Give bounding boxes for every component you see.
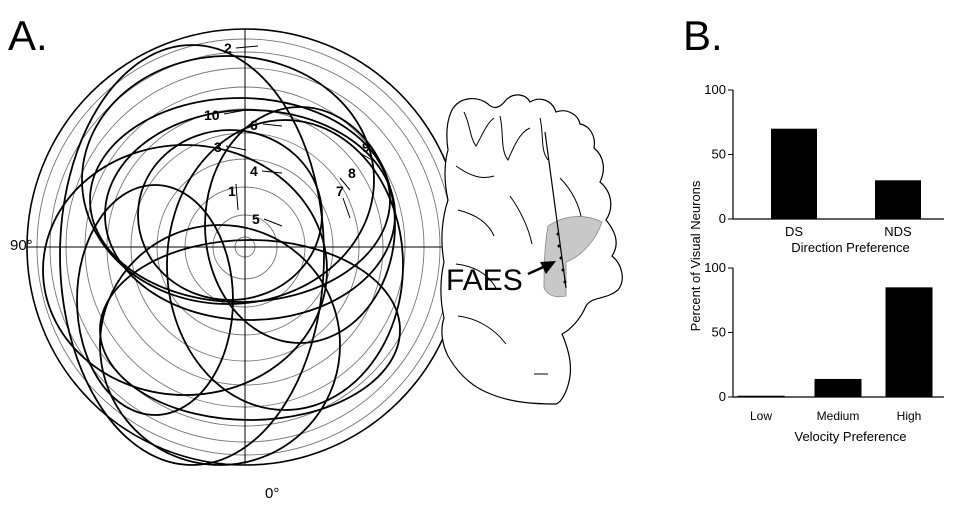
y-tick-label: 0 (719, 211, 726, 226)
faes-label: FAES (446, 264, 523, 297)
receptive-field-outline (166, 119, 404, 411)
receptive-field-outline (76, 184, 234, 416)
direction-preference-chart: Direction Preference 0 50 100 DS NDS (704, 82, 944, 255)
bar-nds (875, 180, 921, 219)
category-label-medium: Medium (817, 409, 860, 423)
rf-leader-line (223, 109, 247, 115)
rf-label-2: 2 (224, 40, 232, 56)
rf-label-1: 1 (228, 183, 236, 199)
bar-high (885, 287, 933, 397)
recording-site (563, 280, 567, 284)
receptive-field-outline (99, 224, 341, 466)
electrode-track (544, 131, 567, 289)
y-tick-label: 0 (719, 389, 726, 404)
panel-a-letter: A. (8, 12, 48, 59)
receptive-fields (42, 44, 404, 466)
receptive-field-outline (137, 129, 323, 301)
x-axis-title: Velocity Preference (794, 429, 906, 444)
x-axis-title: Direction Preference (791, 240, 910, 255)
y-tick-label: 50 (712, 325, 726, 340)
brain-sulcus (463, 111, 549, 161)
rf-label-10: 10 (204, 107, 220, 123)
bar-low (737, 395, 785, 397)
category-label-low: Low (750, 409, 772, 423)
rf-leader-line (262, 123, 283, 127)
axis-90-label: 90° (10, 237, 33, 254)
receptive-field-labels: 2 10 6 3 4 1 5 9 8 7 (204, 40, 373, 227)
rf-label-4: 4 (250, 163, 258, 179)
rf-leader-line (357, 151, 373, 161)
rf-leader-line (342, 197, 351, 219)
category-label-high: High (897, 409, 922, 423)
rf-label-7: 7 (336, 183, 344, 199)
y-tick-label: 100 (704, 260, 726, 275)
recording-site (557, 244, 561, 248)
panel-a: A. 90° 0° (8, 12, 464, 502)
rf-label-9: 9 (362, 139, 370, 155)
rf-leader-line (225, 145, 247, 151)
receptive-field-outline (99, 239, 401, 421)
brain-sulcus (455, 165, 507, 345)
faes-arrow-head (540, 261, 556, 274)
rf-label-8: 8 (348, 165, 356, 181)
y-tick-label: 50 (712, 147, 726, 162)
recording-site (559, 256, 563, 260)
brain-section: FAES (440, 94, 623, 405)
panel-b: B. Percent of Visual Neurons Direction P… (683, 12, 944, 444)
panel-b-letter: B. (683, 12, 723, 59)
rf-leader-line (261, 170, 283, 174)
rf-leader-line (235, 183, 239, 211)
rf-leader-line (235, 45, 259, 49)
bar-ds (771, 128, 817, 219)
y-tick-label: 100 (704, 82, 726, 97)
rf-label-5: 5 (252, 211, 260, 227)
recording-site (561, 268, 565, 272)
bar-medium (814, 378, 862, 397)
rf-leader-line (339, 177, 351, 191)
receptive-field-outline (81, 55, 375, 305)
rf-label-6: 6 (250, 117, 258, 133)
velocity-preference-chart: Velocity Preference 0 50 100 Low Medium High (704, 260, 944, 444)
receptive-field-outline (59, 44, 325, 466)
brain-outline (440, 94, 623, 405)
recording-site (556, 232, 560, 236)
category-label-ds: DS (785, 224, 803, 239)
axis-0-label: 0° (265, 485, 279, 502)
y-axis-title: Percent of Visual Neurons (688, 180, 703, 331)
rf-label-3: 3 (214, 139, 222, 155)
receptive-field-outline (42, 144, 328, 396)
category-label-nds: NDS (884, 224, 912, 239)
rf-leader-line (263, 218, 283, 227)
